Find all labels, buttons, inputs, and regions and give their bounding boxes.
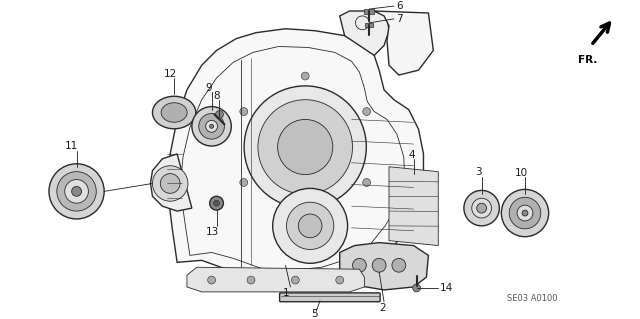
Text: 5: 5 [311, 308, 317, 319]
Circle shape [161, 174, 180, 193]
Circle shape [363, 108, 371, 115]
Circle shape [65, 180, 88, 203]
Circle shape [287, 202, 334, 249]
Circle shape [273, 189, 348, 263]
Circle shape [247, 276, 255, 284]
FancyBboxPatch shape [364, 9, 374, 14]
Polygon shape [167, 29, 424, 284]
Polygon shape [389, 167, 438, 246]
Circle shape [216, 111, 223, 118]
Circle shape [278, 119, 333, 174]
Circle shape [240, 179, 248, 186]
Text: 9: 9 [205, 83, 212, 93]
Circle shape [363, 179, 371, 186]
Text: 2: 2 [379, 303, 385, 313]
Circle shape [205, 120, 218, 132]
Circle shape [301, 214, 309, 222]
Ellipse shape [152, 96, 196, 129]
Text: 7: 7 [396, 14, 403, 24]
Circle shape [301, 72, 309, 80]
Text: 12: 12 [164, 69, 177, 79]
Text: 8: 8 [213, 91, 220, 101]
Circle shape [509, 197, 541, 229]
Circle shape [199, 114, 225, 139]
Circle shape [214, 200, 220, 206]
Text: 11: 11 [65, 141, 78, 151]
Circle shape [72, 186, 81, 196]
Circle shape [413, 284, 420, 292]
Text: FR.: FR. [578, 55, 598, 65]
Polygon shape [340, 11, 389, 56]
FancyBboxPatch shape [280, 293, 380, 302]
Text: 13: 13 [206, 227, 220, 237]
Circle shape [152, 166, 188, 201]
Circle shape [372, 258, 386, 272]
Text: 10: 10 [515, 168, 527, 178]
FancyBboxPatch shape [365, 23, 373, 27]
Circle shape [210, 196, 223, 210]
Polygon shape [150, 154, 192, 211]
Circle shape [392, 258, 406, 272]
Text: 14: 14 [440, 283, 454, 293]
Circle shape [57, 172, 96, 211]
Text: SE03 A0100: SE03 A0100 [508, 294, 557, 303]
Circle shape [192, 107, 231, 146]
Circle shape [477, 203, 486, 213]
Circle shape [298, 214, 322, 238]
Circle shape [517, 205, 533, 221]
Circle shape [210, 124, 214, 128]
Text: 3: 3 [476, 167, 482, 177]
Circle shape [291, 276, 300, 284]
Circle shape [353, 258, 366, 272]
Polygon shape [340, 243, 428, 290]
Circle shape [464, 190, 499, 226]
Text: 4: 4 [408, 150, 415, 160]
Text: 6: 6 [396, 1, 403, 11]
Circle shape [258, 100, 353, 194]
Circle shape [501, 189, 548, 237]
Ellipse shape [161, 103, 187, 122]
Text: 1: 1 [283, 288, 290, 298]
Circle shape [214, 123, 225, 135]
Circle shape [244, 86, 366, 208]
Circle shape [207, 276, 216, 284]
Circle shape [522, 210, 528, 216]
Polygon shape [374, 11, 433, 75]
Circle shape [472, 198, 492, 218]
Circle shape [240, 108, 248, 115]
Circle shape [49, 164, 104, 219]
Polygon shape [187, 267, 364, 292]
Circle shape [336, 276, 344, 284]
